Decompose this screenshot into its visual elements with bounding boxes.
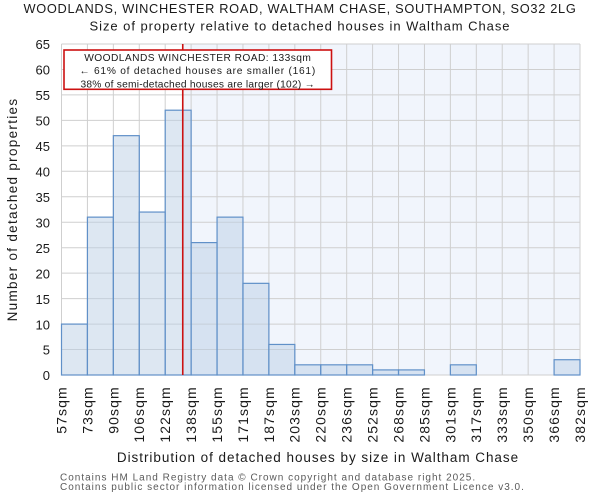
- svg-text:10: 10: [36, 317, 50, 332]
- svg-text:20: 20: [36, 266, 50, 281]
- svg-text:138sqm: 138sqm: [183, 386, 199, 442]
- svg-text:73sqm: 73sqm: [79, 386, 95, 434]
- svg-text:55: 55: [36, 88, 50, 103]
- svg-text:268sqm: 268sqm: [390, 386, 406, 442]
- svg-text:Distribution of detached house: Distribution of detached houses by size …: [117, 450, 519, 465]
- svg-text:Size of property relative to d: Size of property relative to detached ho…: [90, 19, 511, 34]
- svg-text:50: 50: [36, 114, 50, 129]
- svg-text:45: 45: [36, 139, 50, 154]
- svg-text:38% of semi-detached houses ar: 38% of semi-detached houses are larger (…: [80, 79, 315, 90]
- svg-text:15: 15: [36, 292, 50, 307]
- svg-text:← 61% of detached houses are s: ← 61% of detached houses are smaller (16…: [80, 66, 317, 77]
- svg-text:60: 60: [36, 63, 50, 78]
- svg-text:350sqm: 350sqm: [520, 386, 536, 442]
- svg-text:122sqm: 122sqm: [157, 386, 173, 442]
- svg-text:171sqm: 171sqm: [235, 386, 251, 442]
- svg-text:57sqm: 57sqm: [53, 386, 69, 434]
- svg-text:40: 40: [36, 165, 50, 180]
- svg-text:Contains HM Land Registry data: Contains HM Land Registry data © Crown c…: [60, 473, 476, 484]
- svg-text:WOODLANDS, WINCHESTER ROAD, WA: WOODLANDS, WINCHESTER ROAD, WALTHAM CHAS…: [23, 1, 576, 16]
- svg-text:187sqm: 187sqm: [261, 386, 277, 442]
- svg-text:106sqm: 106sqm: [131, 386, 147, 442]
- svg-text:301sqm: 301sqm: [442, 386, 458, 442]
- svg-text:236sqm: 236sqm: [339, 386, 355, 442]
- svg-text:252sqm: 252sqm: [365, 386, 381, 442]
- svg-text:203sqm: 203sqm: [287, 386, 303, 442]
- svg-text:35: 35: [36, 190, 50, 205]
- svg-text:25: 25: [36, 241, 50, 256]
- svg-text:WOODLANDS WINCHESTER ROAD: 133: WOODLANDS WINCHESTER ROAD: 133sqm: [84, 53, 311, 64]
- svg-text:220sqm: 220sqm: [313, 386, 329, 442]
- svg-text:382sqm: 382sqm: [572, 386, 588, 442]
- svg-text:0: 0: [43, 368, 50, 383]
- svg-text:5: 5: [43, 343, 50, 358]
- svg-text:155sqm: 155sqm: [209, 386, 225, 442]
- svg-text:285sqm: 285sqm: [416, 386, 432, 442]
- svg-text:Number of detached properties: Number of detached properties: [5, 98, 20, 322]
- svg-text:366sqm: 366sqm: [546, 386, 562, 442]
- svg-text:30: 30: [36, 215, 50, 230]
- svg-text:317sqm: 317sqm: [468, 386, 484, 442]
- svg-text:333sqm: 333sqm: [494, 386, 510, 442]
- svg-text:Contains public sector informa: Contains public sector information licen…: [60, 482, 525, 493]
- svg-text:90sqm: 90sqm: [105, 386, 121, 434]
- svg-text:65: 65: [36, 37, 50, 52]
